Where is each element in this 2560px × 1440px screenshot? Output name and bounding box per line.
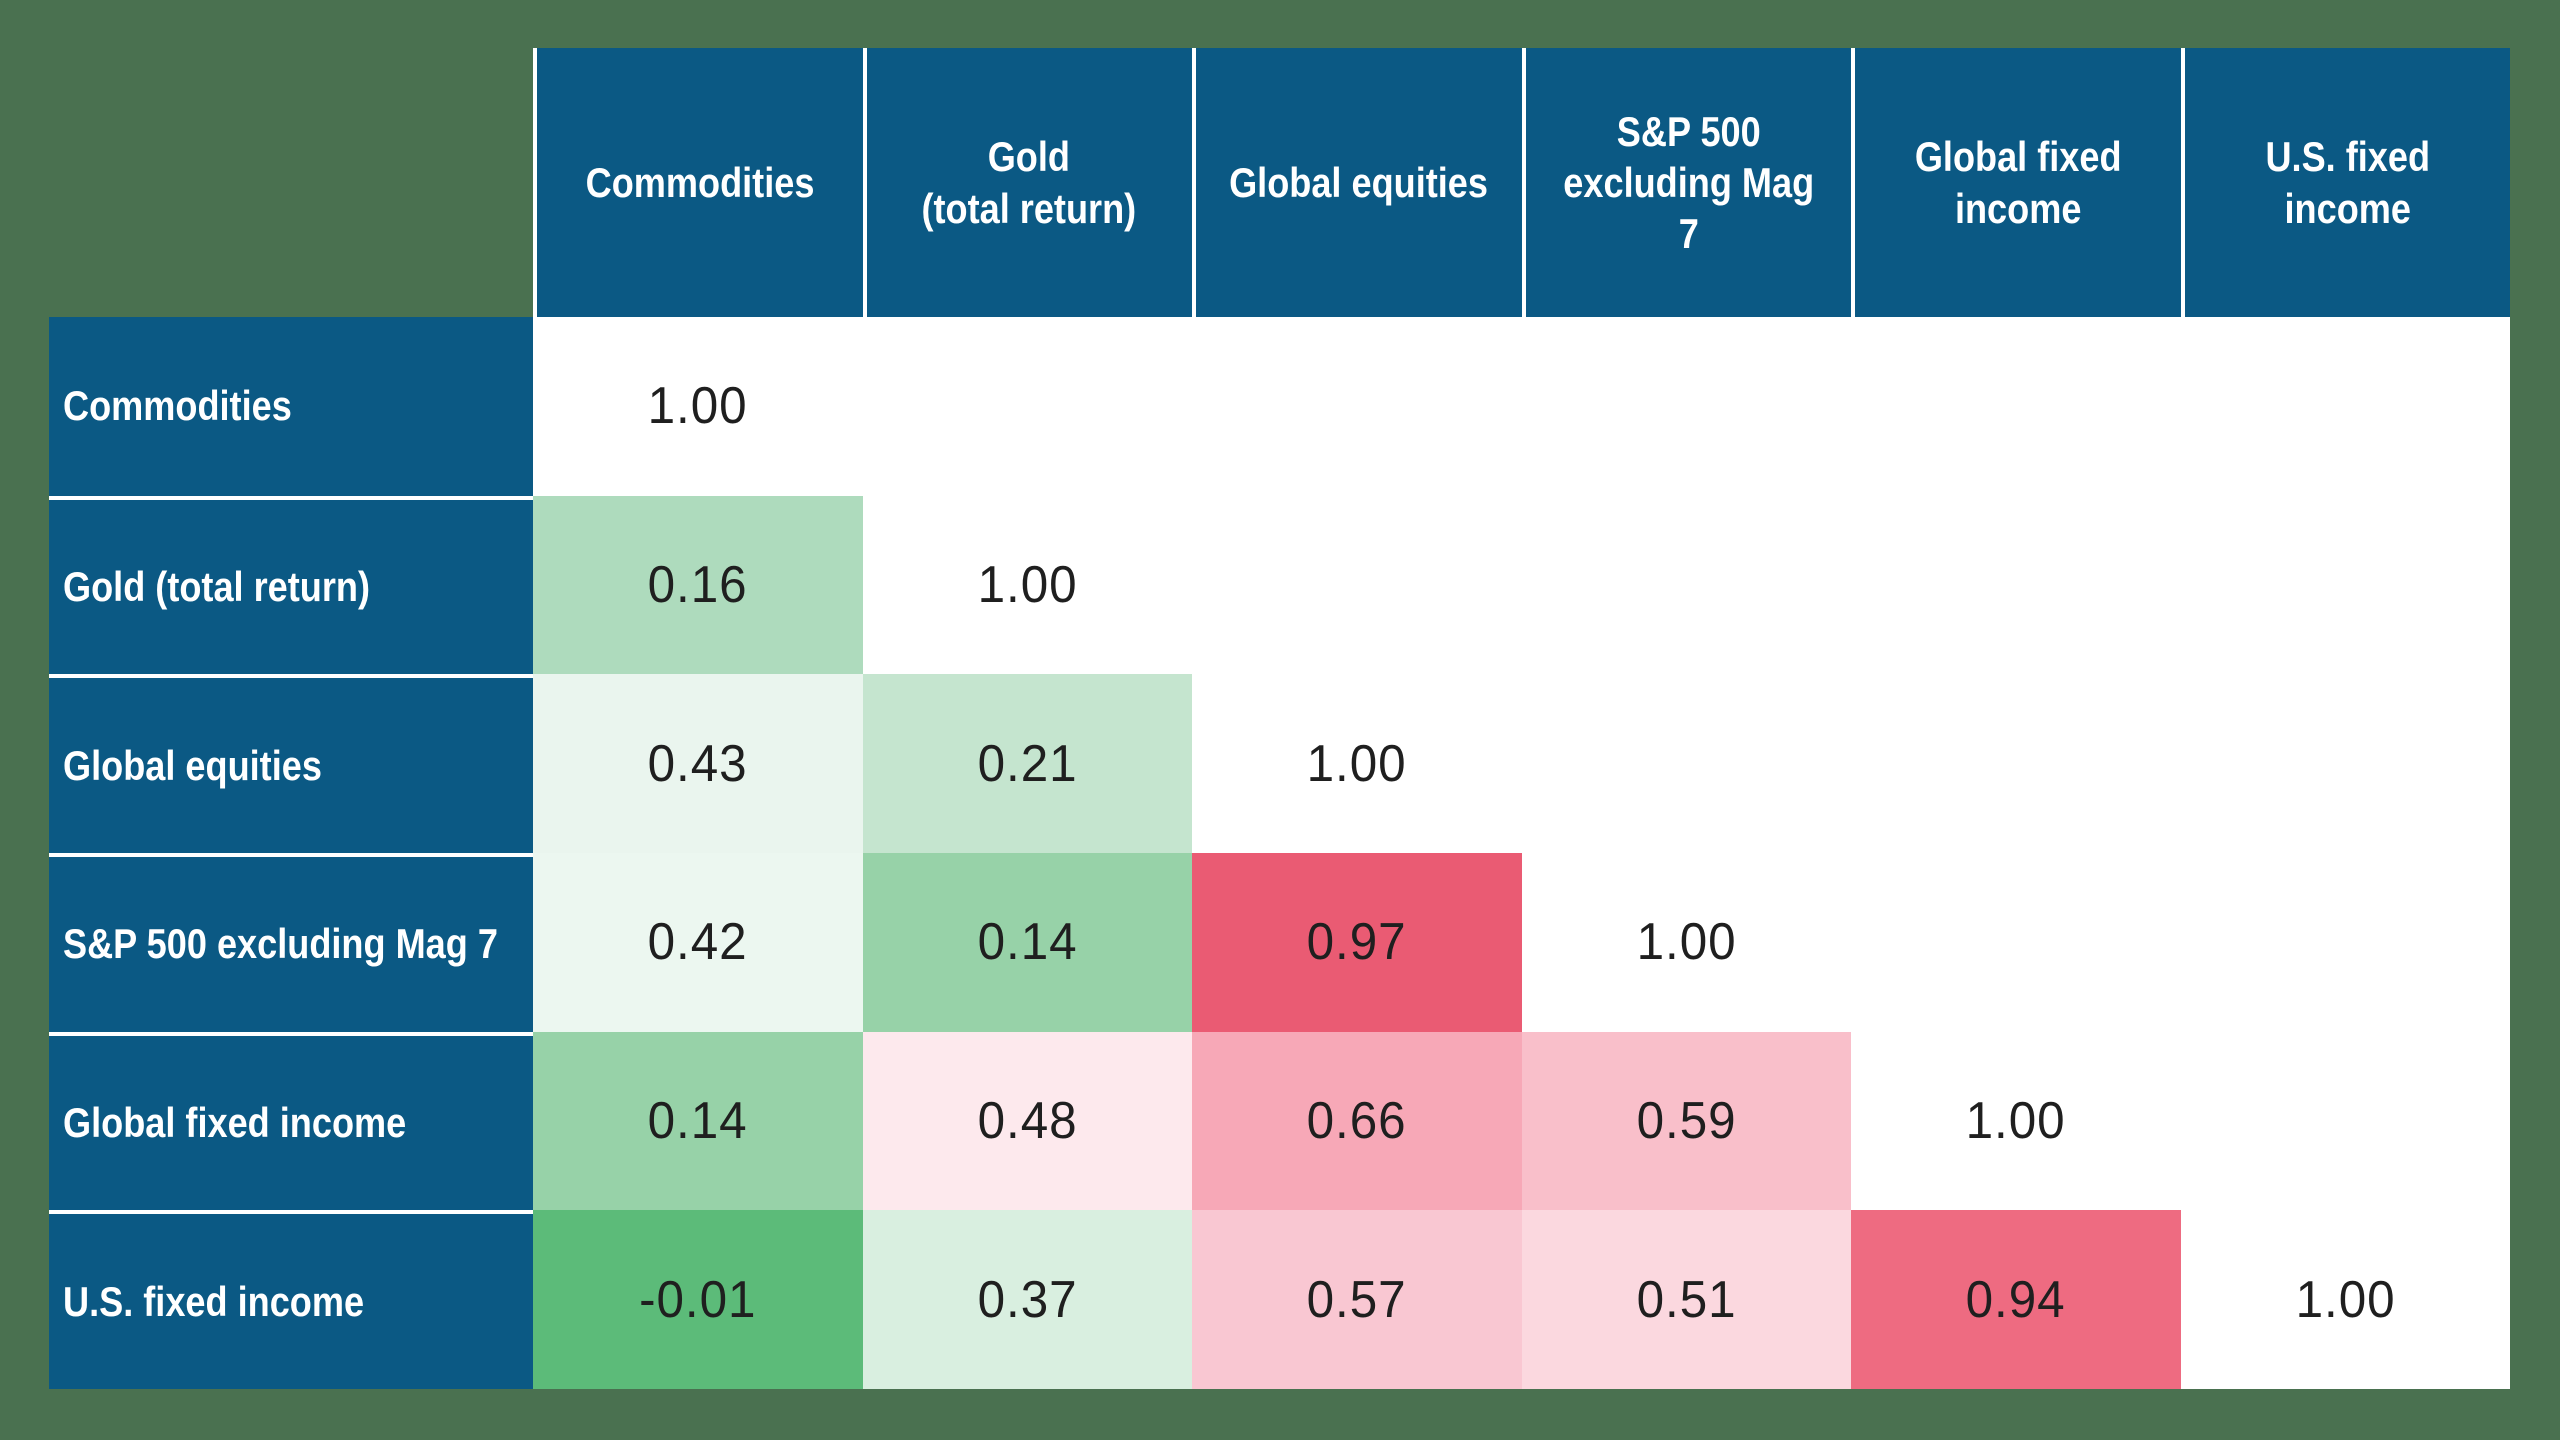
cell-gold-us-fixed-empty [2180, 495, 2510, 675]
row-header-gold: Gold (total return) [49, 495, 533, 675]
cell-value: 0.14 [647, 1091, 748, 1150]
col-header-label: Commodities [585, 158, 815, 206]
cell-gold-gold: 1.00 [862, 495, 1192, 675]
cell-gold-sp500-empty [1521, 495, 1851, 675]
cell-value: 0.37 [977, 1270, 1078, 1329]
cell-commodities-global-equities-empty [1192, 317, 1522, 496]
cell-us-fixed-global-equities: 0.57 [1192, 1210, 1522, 1389]
cell-sp500-commodities: 0.42 [533, 853, 863, 1032]
col-header-global-fixed-income: Global fixed income [1851, 48, 2181, 317]
col-header-label: Global fixed income [1914, 133, 2122, 232]
row-header-label: Global equities [63, 741, 322, 789]
row-header-label: Commodities [63, 382, 292, 430]
cell-value: 1.00 [977, 555, 1078, 614]
cell-global-fixed-commodities: 0.14 [533, 1031, 863, 1211]
col-header-us-fixed-income: U.S. fixed income [2180, 48, 2510, 317]
col-header-label: Global equities [1229, 158, 1489, 206]
cell-value: 1.00 [1636, 913, 1737, 972]
cell-global-equities-global-fixed-empty [1851, 674, 2181, 853]
cell-value: 0.94 [1965, 1270, 2066, 1329]
cell-global-fixed-sp500: 0.59 [1521, 1031, 1851, 1211]
cell-gold-commodities: 0.16 [533, 495, 863, 675]
row-header-label: U.S. fixed income [63, 1277, 365, 1325]
cell-value: 0.48 [977, 1091, 1078, 1150]
matrix-corner-spacer [49, 48, 533, 317]
cell-value: 1.00 [2295, 1270, 2396, 1329]
cell-us-fixed-us-fixed: 1.00 [2180, 1210, 2510, 1389]
cell-commodities-us-fixed-empty [2180, 317, 2510, 496]
cell-sp500-global-fixed-empty [1851, 853, 2181, 1032]
cell-commodities-commodities: 1.00 [533, 317, 863, 496]
cell-gold-global-fixed-empty [1851, 495, 2181, 675]
cell-value: 1.00 [1306, 734, 1407, 793]
cell-value: -0.01 [639, 1270, 757, 1329]
cell-us-fixed-gold: 0.37 [862, 1210, 1192, 1389]
row-header-global-equities: Global equities [49, 674, 533, 853]
cell-value: 0.59 [1636, 1091, 1737, 1150]
row-header-label: Global fixed income [63, 1098, 407, 1146]
cell-value: 0.14 [977, 913, 1078, 972]
cell-global-equities-commodities: 0.43 [533, 674, 863, 853]
cell-value: 0.66 [1306, 1091, 1407, 1150]
col-header-commodities: Commodities [533, 48, 863, 317]
cell-value: 0.57 [1306, 1270, 1407, 1329]
row-header-commodities: Commodities [49, 317, 533, 496]
col-header-label: U.S. fixed income [2264, 133, 2430, 232]
cell-global-equities-global-equities: 1.00 [1192, 674, 1522, 853]
cell-commodities-gold-empty [862, 317, 1192, 496]
cell-global-fixed-global-equities: 0.66 [1192, 1031, 1522, 1211]
cell-global-fixed-us-fixed-empty [2180, 1031, 2510, 1211]
row-header-us-fixed-income: U.S. fixed income [49, 1210, 533, 1389]
cell-us-fixed-global-fixed: 0.94 [1851, 1210, 2181, 1389]
cell-us-fixed-commodities: -0.01 [533, 1210, 863, 1389]
cell-global-equities-sp500-empty [1521, 674, 1851, 853]
col-header-gold: Gold (total return) [862, 48, 1192, 317]
row-header-sp500-ex-mag7: S&P 500 excluding Mag 7 [49, 853, 533, 1032]
cell-us-fixed-sp500: 0.51 [1521, 1210, 1851, 1389]
cell-value: 1.00 [1965, 1091, 2066, 1150]
row-header-label: Gold (total return) [63, 562, 370, 610]
cell-commodities-global-fixed-empty [1851, 317, 2181, 496]
cell-value: 0.97 [1306, 913, 1407, 972]
cell-value: 0.43 [647, 734, 748, 793]
cell-commodities-sp500-empty [1521, 317, 1851, 496]
correlation-matrix-table: Commodities Gold (total return) Global e… [49, 48, 2510, 1389]
col-header-label: Gold (total return) [921, 133, 1137, 232]
cell-sp500-gold: 0.14 [862, 853, 1192, 1032]
cell-sp500-global-equities: 0.97 [1192, 853, 1522, 1032]
row-header-global-fixed-income: Global fixed income [49, 1031, 533, 1211]
cell-gold-global-equities-empty [1192, 495, 1522, 675]
col-header-global-equities: Global equities [1192, 48, 1522, 317]
cell-value: 0.42 [647, 913, 748, 972]
cell-global-equities-gold: 0.21 [862, 674, 1192, 853]
cell-global-fixed-global-fixed: 1.00 [1851, 1031, 2181, 1211]
cell-global-fixed-gold: 0.48 [862, 1031, 1192, 1211]
cell-sp500-us-fixed-empty [2180, 853, 2510, 1032]
row-header-label: S&P 500 excluding Mag 7 [63, 920, 498, 968]
cell-value: 0.21 [977, 734, 1078, 793]
cell-global-equities-us-fixed-empty [2180, 674, 2510, 853]
cell-sp500-sp500: 1.00 [1521, 853, 1851, 1032]
col-header-sp500-ex-mag7: S&P 500 excluding Mag 7 [1521, 48, 1851, 317]
cell-value: 1.00 [647, 377, 748, 436]
col-header-label: S&P 500 excluding Mag 7 [1562, 107, 1814, 258]
cell-value: 0.16 [647, 555, 748, 614]
cell-value: 0.51 [1636, 1270, 1737, 1329]
